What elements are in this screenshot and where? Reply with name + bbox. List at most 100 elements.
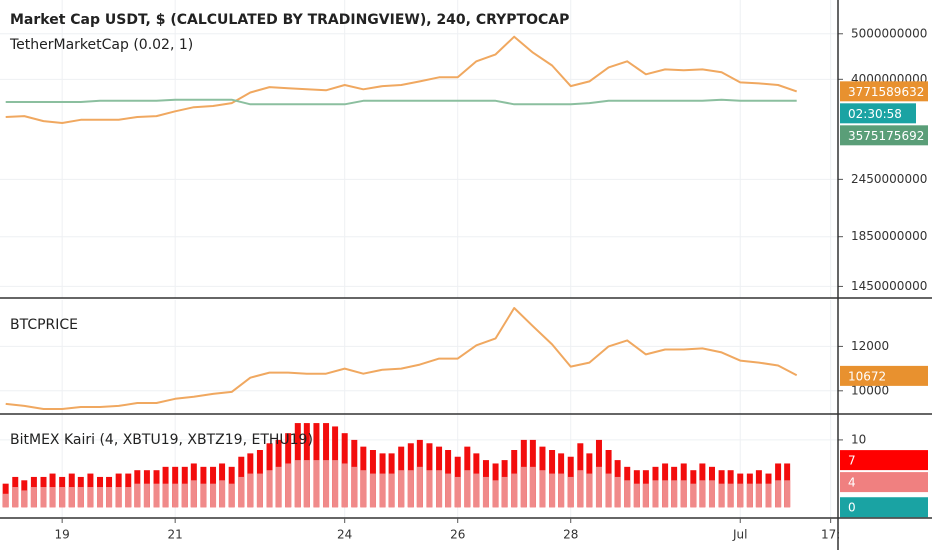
bar	[285, 463, 292, 508]
bar	[445, 473, 452, 508]
bar	[40, 487, 47, 508]
bar	[737, 483, 744, 508]
bar	[106, 487, 113, 508]
bar	[577, 470, 584, 508]
bar	[181, 483, 188, 508]
bar	[407, 470, 414, 508]
bar	[624, 480, 631, 508]
bar	[775, 480, 782, 508]
y-tick-label: 1850000000	[851, 229, 927, 243]
bar	[416, 466, 423, 508]
bar	[238, 476, 245, 508]
bar	[97, 487, 104, 508]
bar	[162, 483, 169, 508]
bar	[12, 487, 19, 508]
bar	[398, 470, 405, 508]
bar	[558, 473, 565, 508]
y-tick-label: 2450000000	[851, 172, 927, 186]
line-series	[5, 307, 798, 410]
x-tick-label: 17:	[821, 528, 840, 542]
price-label-box	[840, 365, 928, 386]
price-label: 4	[848, 476, 856, 490]
bar	[614, 476, 621, 508]
bar	[727, 483, 734, 508]
x-tick-label: 24	[337, 528, 352, 542]
bar	[652, 480, 659, 508]
price-label-box	[840, 125, 928, 146]
bar	[87, 487, 94, 508]
bar	[482, 476, 489, 508]
bar	[294, 460, 301, 508]
bar	[388, 473, 395, 508]
bar	[549, 473, 556, 508]
bar	[520, 466, 527, 508]
bar	[30, 487, 37, 508]
bar	[341, 463, 348, 508]
bar	[642, 483, 649, 508]
bar	[586, 473, 593, 508]
plot-layer	[2, 35, 798, 508]
bar	[190, 480, 197, 508]
line-series	[5, 98, 797, 106]
bar	[256, 473, 263, 508]
bar	[210, 483, 217, 508]
grid-layer	[0, 0, 838, 518]
x-tick-label: 26	[450, 528, 465, 542]
bar	[529, 466, 536, 508]
bar	[718, 483, 725, 508]
price-label: 0	[848, 501, 856, 515]
bar	[567, 476, 574, 508]
bar	[511, 473, 518, 508]
bar	[605, 473, 612, 508]
bar	[436, 470, 443, 508]
price-label-box	[840, 81, 928, 102]
bar	[125, 487, 132, 508]
price-label-box	[840, 472, 928, 493]
price-label-box	[840, 450, 928, 471]
bar	[275, 466, 282, 508]
price-label: 3771589632	[848, 85, 924, 99]
y-tick-label: 1450000000	[851, 279, 927, 293]
legend-entry: TetherMarketCap (0.02, 1)	[9, 37, 193, 53]
price-label: 02:30:58	[848, 107, 902, 121]
bar	[784, 480, 791, 508]
bar	[379, 473, 386, 508]
bar	[68, 487, 75, 508]
bar	[323, 460, 330, 508]
bar	[172, 483, 179, 508]
bar	[492, 480, 499, 508]
bar	[59, 487, 66, 508]
bar	[708, 480, 715, 508]
pane-title: BTCPRICE	[10, 317, 78, 333]
bar	[360, 470, 367, 508]
bar	[454, 476, 461, 508]
bar	[369, 473, 376, 508]
pane-title: Market Cap USDT, $ (CALCULATED BY TRADIN…	[10, 12, 569, 28]
bar	[247, 473, 254, 508]
bar	[464, 470, 471, 508]
y-tick-label: 12000	[851, 339, 889, 353]
bar	[134, 483, 141, 508]
bar	[153, 483, 160, 508]
bar	[21, 490, 28, 508]
x-tick-label: 19	[55, 528, 70, 542]
bar	[662, 480, 669, 508]
bar	[671, 480, 678, 508]
bar	[699, 480, 706, 508]
bar	[690, 483, 697, 508]
bar	[303, 460, 310, 508]
y-tick-label: 10000	[851, 383, 889, 397]
bar	[332, 460, 339, 508]
bar	[633, 483, 640, 508]
bar	[219, 480, 226, 508]
bar	[77, 487, 84, 508]
x-tick-label: 21	[168, 528, 183, 542]
bar	[595, 466, 602, 508]
bar	[501, 476, 508, 508]
pane-title: BitMEX Kairi (4, XBTU19, XBTZ19, ETHU19)	[10, 432, 313, 448]
bar	[200, 483, 207, 508]
bar	[539, 470, 546, 508]
price-label: 7	[848, 454, 856, 468]
